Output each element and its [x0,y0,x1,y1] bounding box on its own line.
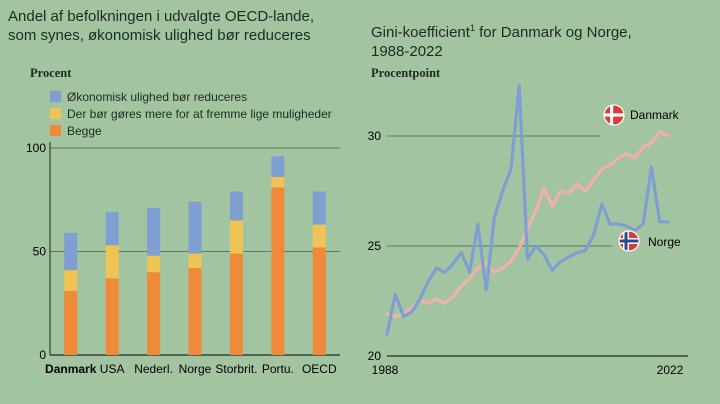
right-unit-label: Procentpoint [371,66,441,80]
bar-ytick-label-50: 50 [33,245,47,259]
bar-xtick-label: OECD [302,362,337,376]
right-chart-title: Gini-koefficient1 for Danmark og Norge, … [371,19,691,61]
bar-norge-yellow [188,253,202,269]
bar-danmark-blue [64,232,78,271]
bar-usa-orange [105,278,119,355]
line-xtick-label-end: 2022 [657,363,684,377]
denmark-flag-icon-ring [603,104,625,126]
line-ytick-label-25: 25 [368,239,382,253]
bar-oecd-blue [312,191,326,225]
right-title-line2: 1988-2022 [371,43,443,60]
denmark-flag-icon-body [604,105,624,125]
line-end-label-norge: Norge [648,235,681,249]
bar-xtick-label: Portu. [262,362,294,376]
bar-ytick-label-0: 0 [39,348,46,362]
legend-swatch-yellow [50,108,61,119]
legend-item-yellow: Der bør gøres mere for at fremme lige mu… [50,105,332,122]
left-title-line1: Andel af befolkningen i udvalgte OECD-la… [8,8,315,25]
bar-nederl-yellow [147,255,161,273]
bar-norge-blue [188,201,202,254]
bar-portu-blue [271,156,285,177]
bar-nederl-blue [147,208,161,256]
bar-usa-yellow [105,245,119,279]
right-title-footnote-mark: 1 [469,23,475,33]
legend-item-blue: Økonomisk ulighed bør reduceres [50,88,332,105]
bar-xtick-label: Storbrit. [215,362,257,376]
line-ytick-label-20: 20 [368,349,382,363]
bar-usa-blue [105,212,119,246]
bar-xtick-label: Danmark [45,362,97,376]
bar-xtick-label: Nederl. [134,362,173,376]
bar-storbrit-orange [229,253,243,355]
bar-norge-orange [188,268,202,355]
bar-nederl-orange [147,272,161,355]
legend-label-orange: Begge [67,123,102,138]
line-ytick-label-30: 30 [368,129,382,143]
norway-flag-icon-body [619,231,639,251]
legend-label-blue: Økonomisk ulighed bør reduceres [67,89,248,104]
right-title-line1: Gini-koefficient [371,24,470,41]
left-title-line2: som synes, økonomisk ulighed bør reducer… [8,27,311,44]
line-end-label-danmark: Danmark [630,108,680,122]
legend-label-yellow: Der bør gøres mere for at fremme lige mu… [67,106,332,121]
legend-item-orange: Begge [50,122,332,139]
bar-xtick-label: USA [100,362,125,376]
norway-flag-icon-cross-h-blue [619,239,639,243]
bar-oecd-orange [312,247,326,355]
bar-danmark-orange [64,290,78,355]
denmark-flag-icon-cross-v [610,105,614,125]
bar-danmark-yellow [64,270,78,291]
legend-swatch-orange [50,125,61,136]
legend: Økonomisk ulighed bør reduceres Der bør … [50,88,332,139]
bar-storbrit-blue [229,191,243,221]
bar-portu-orange [271,187,285,355]
bar-xtick-label: Norge [179,362,212,376]
bar-oecd-yellow [312,224,326,248]
left-chart-title: Andel af befolkningen i udvalgte OECD-la… [8,7,328,45]
norway-flag-icon-cross-v-blue [624,231,628,251]
denmark-flag-icon-cross-h [604,113,624,117]
line-xtick-label-start: 1988 [372,363,399,377]
norway-flag-icon-ring [618,230,640,252]
bar-storbrit-yellow [229,220,243,254]
line-series-norge [385,83,670,336]
line-series-danmark [385,130,670,318]
norway-flag-icon [618,230,640,252]
right-title-line1-rest: for Danmark og Norge, [474,24,632,41]
bar-ytick-label-100: 100 [26,141,46,155]
legend-swatch-blue [50,91,61,102]
bar-portu-yellow [271,176,285,188]
left-unit-label: Procent [30,66,72,80]
denmark-flag-icon [603,104,625,126]
